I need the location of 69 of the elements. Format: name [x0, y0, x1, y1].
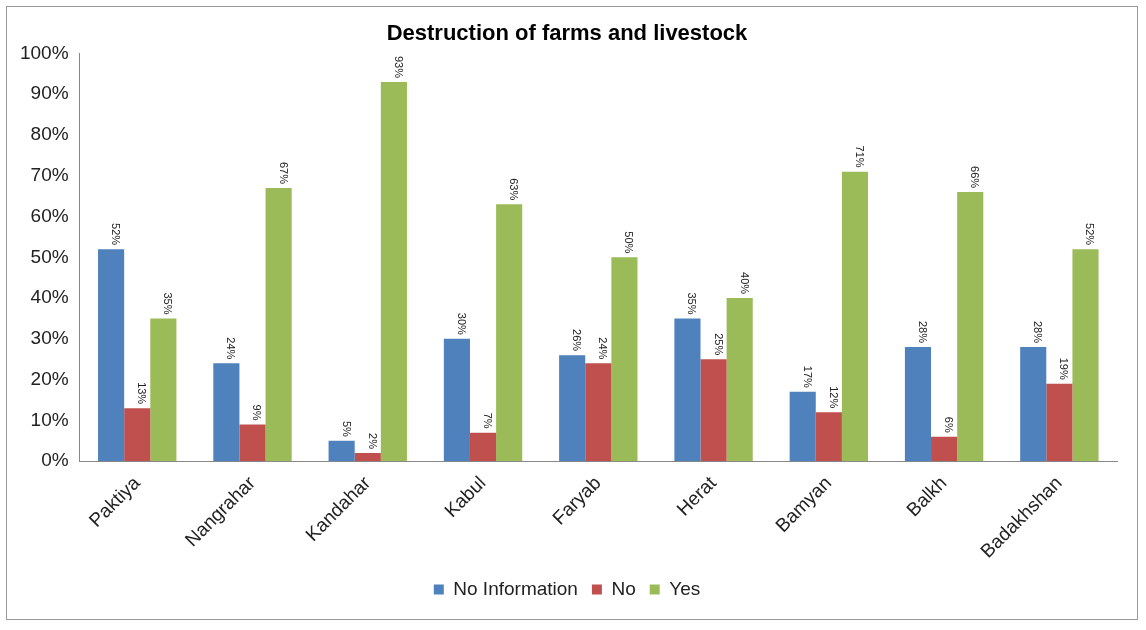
data-label: 93%	[392, 55, 405, 79]
data-label: 28%	[916, 320, 929, 344]
data-label: 26%	[571, 329, 584, 352]
bar	[789, 391, 816, 462]
y-tick-label: 10%	[30, 408, 69, 430]
y-tick-label: 70%	[30, 163, 69, 185]
bar	[213, 363, 240, 462]
data-label: 24%	[597, 337, 610, 360]
bar	[585, 363, 612, 462]
bar	[443, 338, 470, 462]
bar	[1046, 383, 1073, 462]
bar	[150, 318, 177, 462]
bar	[957, 192, 984, 462]
data-label: 28%	[1032, 320, 1045, 344]
data-label: 5%	[340, 420, 353, 437]
bar	[1072, 249, 1099, 462]
bar	[1020, 347, 1047, 462]
chart-title: Destruction of farms and livestock	[386, 20, 749, 46]
y-tick-label: 30%	[30, 327, 69, 349]
data-label: 7%	[482, 412, 494, 429]
y-tick-label: 40%	[30, 286, 69, 308]
data-label: 66%	[969, 166, 982, 189]
data-label: 12%	[827, 386, 840, 409]
bar	[931, 436, 958, 462]
y-tick-label: 90%	[30, 82, 69, 104]
data-label: 67%	[277, 161, 290, 185]
bar	[328, 440, 355, 462]
y-tick-label: 0%	[41, 449, 69, 471]
bar	[354, 453, 381, 462]
bar	[674, 318, 701, 462]
bar	[726, 298, 753, 462]
bar	[98, 249, 125, 462]
bar	[904, 347, 932, 462]
data-label: 6%	[943, 416, 956, 433]
data-label: 50%	[623, 231, 636, 254]
y-tick-label: 20%	[30, 367, 69, 389]
data-label: 9%	[251, 404, 264, 421]
y-tick-label: 100%	[19, 41, 69, 63]
data-label: 35%	[686, 292, 699, 315]
data-label: 40%	[738, 272, 751, 295]
data-label: 25%	[712, 333, 725, 356]
data-label: 24%	[225, 337, 238, 360]
legend-label: No Information	[453, 577, 578, 599]
bar	[239, 424, 266, 462]
data-label: 13%	[136, 382, 149, 405]
data-label: 2%	[366, 433, 379, 450]
bar	[380, 81, 407, 462]
legend-label: Yes	[669, 577, 701, 599]
data-label: 35%	[162, 292, 175, 315]
data-label: 17%	[801, 365, 814, 389]
bar	[496, 204, 523, 462]
y-tick-label: 50%	[30, 245, 69, 267]
data-label: 19%	[1058, 357, 1071, 380]
bar	[559, 355, 586, 462]
data-label: 30%	[455, 312, 468, 336]
data-label: 52%	[110, 223, 123, 246]
data-label: 52%	[1084, 223, 1097, 246]
bar	[611, 257, 638, 462]
bar	[469, 432, 497, 462]
bar	[265, 187, 292, 462]
y-tick-label: 80%	[30, 123, 69, 145]
bar	[124, 408, 151, 462]
data-label: 71%	[853, 145, 866, 168]
bar	[700, 359, 727, 462]
data-label: 63%	[508, 178, 521, 201]
y-tick-label: 60%	[30, 204, 69, 226]
bar	[841, 171, 869, 462]
bar	[815, 412, 842, 462]
legend-label: No	[611, 577, 636, 599]
